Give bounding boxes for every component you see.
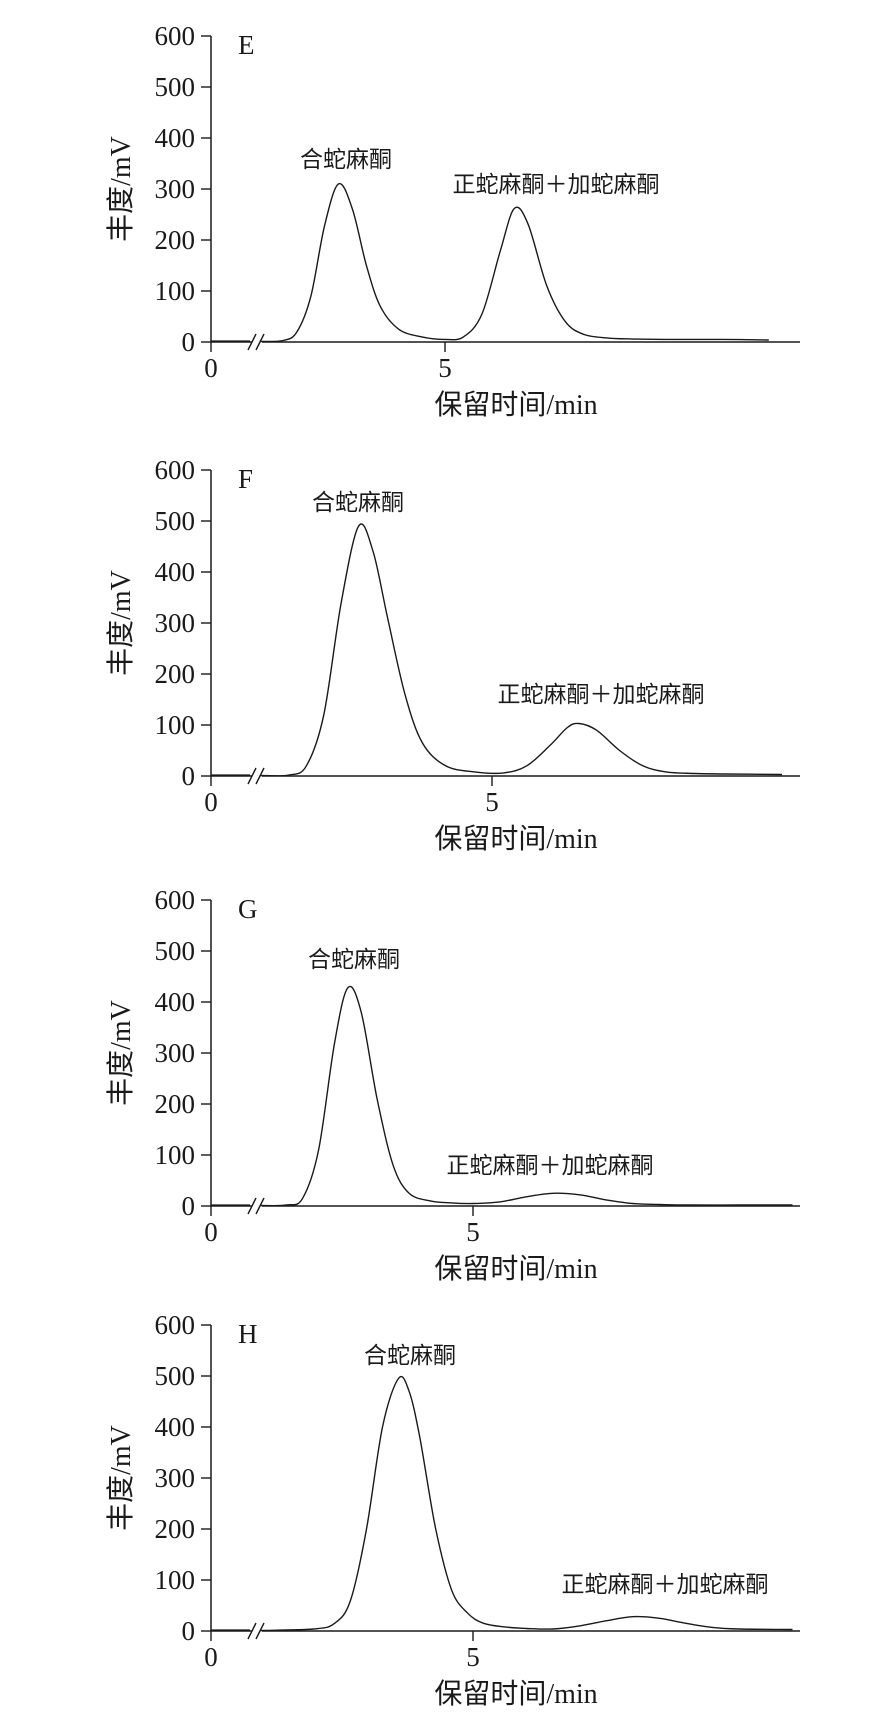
y-tick-label: 100 — [155, 710, 196, 740]
chromatogram-trace — [259, 1375, 793, 1632]
y-tick-label: 500 — [155, 506, 196, 536]
chromatogram-trace — [259, 182, 769, 343]
panel-label: G — [238, 894, 258, 924]
x-axis-label: 保留时间/min — [434, 823, 597, 855]
peak-label-lupulone-adlupulone: 正蛇麻酮＋加蛇麻酮 — [453, 172, 660, 197]
peak-label-lupulone-adlupulone: 正蛇麻酮＋加蛇麻酮 — [447, 1153, 654, 1178]
y-axis-label: 丰度/mV — [105, 1425, 137, 1531]
y-tick-label: 600 — [155, 885, 196, 915]
x-tick-label: 0 — [204, 1217, 218, 1247]
panel-label: E — [238, 30, 255, 60]
y-tick-label: 0 — [182, 1616, 196, 1646]
axis-break-mark — [247, 1197, 257, 1215]
y-tick-label: 400 — [155, 557, 196, 587]
axis-break-mark — [247, 1622, 257, 1640]
x-tick-label: 5 — [485, 787, 499, 817]
y-tick-label: 300 — [155, 1038, 196, 1068]
y-tick-label: 600 — [155, 1310, 196, 1340]
y-tick-label: 0 — [182, 1191, 196, 1221]
x-tick-label: 5 — [466, 1642, 480, 1672]
y-tick-label: 0 — [182, 761, 196, 791]
chart-panel-e: 0 100 200 300 400 500 600 0 5 保留时间/min 丰度/mV E 合蛇麻酮正… — [105, 21, 800, 421]
y-tick-label: 100 — [155, 1140, 196, 1170]
y-axis-label: 丰度/mV — [105, 1000, 137, 1106]
x-tick-label: 5 — [438, 353, 452, 383]
panel-label: H — [238, 1319, 258, 1349]
axis-break-mark — [255, 1197, 265, 1215]
y-tick-label: 200 — [155, 1089, 196, 1119]
chromatogram-trace — [259, 985, 793, 1207]
y-axis-label: 丰度/mV — [105, 136, 137, 242]
axis-break-mark — [255, 1622, 265, 1640]
chart-panel-g: 0 100 200 300 400 500 600 0 5 保留时间/min 丰度/mV G 合蛇麻酮正… — [105, 885, 800, 1285]
peak-label-cohumulone: 合蛇麻酮 — [308, 947, 400, 972]
y-tick-label: 0 — [182, 327, 196, 357]
peak-label-lupulone-adlupulone: 正蛇麻酮＋加蛇麻酮 — [498, 682, 705, 707]
y-tick-label: 200 — [155, 659, 196, 689]
x-axis-label: 保留时间/min — [434, 1253, 597, 1285]
x-tick-label: 0 — [204, 353, 218, 383]
y-tick-label: 300 — [155, 1463, 196, 1493]
peak-label-lupulone-adlupulone: 正蛇麻酮＋加蛇麻酮 — [562, 1572, 769, 1597]
peak-label-cohumulone: 合蛇麻酮 — [312, 490, 404, 515]
y-tick-label: 600 — [155, 21, 196, 51]
peak-label-cohumulone: 合蛇麻酮 — [300, 147, 392, 172]
x-tick-label: 0 — [204, 787, 218, 817]
axis-break-mark — [255, 767, 265, 785]
y-axis-label: 丰度/mV — [105, 570, 137, 676]
chart-panel-f: 0 100 200 300 400 500 600 0 5 保留时间/min 丰度/mV F 合蛇麻酮正… — [105, 455, 800, 855]
peak-label-cohumulone: 合蛇麻酮 — [364, 1343, 456, 1368]
panel-label: F — [238, 464, 253, 494]
axis-break-mark — [255, 333, 265, 351]
axis-break-mark — [247, 767, 257, 785]
x-tick-label: 5 — [466, 1217, 480, 1247]
chart-panel-h: 0 100 200 300 400 500 600 0 5 保留时间/min 丰度/mV H 合蛇麻酮正… — [105, 1310, 800, 1710]
y-tick-label: 100 — [155, 276, 196, 306]
axis-break-mark — [247, 333, 257, 351]
y-tick-label: 100 — [155, 1565, 196, 1595]
x-tick-label: 0 — [204, 1642, 218, 1672]
y-tick-label: 500 — [155, 72, 196, 102]
y-tick-label: 600 — [155, 455, 196, 485]
y-tick-label: 200 — [155, 225, 196, 255]
chromatogram-trace — [259, 523, 783, 777]
y-tick-label: 400 — [155, 123, 196, 153]
y-tick-label: 300 — [155, 174, 196, 204]
x-axis-label: 保留时间/min — [434, 389, 597, 421]
x-axis-label: 保留时间/min — [434, 1678, 597, 1710]
y-tick-label: 200 — [155, 1514, 196, 1544]
y-tick-label: 400 — [155, 1412, 196, 1442]
y-tick-label: 500 — [155, 936, 196, 966]
y-tick-label: 400 — [155, 987, 196, 1017]
y-tick-label: 300 — [155, 608, 196, 638]
y-tick-label: 500 — [155, 1361, 196, 1391]
